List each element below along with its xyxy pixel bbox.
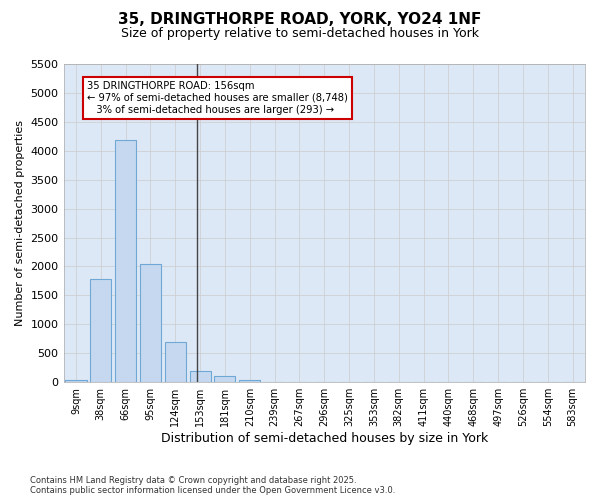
Text: 35 DRINGTHORPE ROAD: 156sqm
← 97% of semi-detached houses are smaller (8,748)
  : 35 DRINGTHORPE ROAD: 156sqm ← 97% of sem…: [87, 82, 348, 114]
Bar: [115, 140, 136, 382]
Bar: [214, 376, 235, 382]
Y-axis label: Number of semi-detached properties: Number of semi-detached properties: [15, 120, 25, 326]
Bar: [239, 380, 260, 382]
Bar: [90, 279, 112, 382]
Bar: [65, 380, 86, 382]
Text: Contains HM Land Registry data © Crown copyright and database right 2025.
Contai: Contains HM Land Registry data © Crown c…: [30, 476, 395, 495]
Bar: [140, 264, 161, 382]
Text: 35, DRINGTHORPE ROAD, YORK, YO24 1NF: 35, DRINGTHORPE ROAD, YORK, YO24 1NF: [118, 12, 482, 28]
X-axis label: Distribution of semi-detached houses by size in York: Distribution of semi-detached houses by …: [161, 432, 488, 445]
Bar: [165, 342, 186, 382]
Text: Size of property relative to semi-detached houses in York: Size of property relative to semi-detach…: [121, 28, 479, 40]
Bar: [190, 370, 211, 382]
